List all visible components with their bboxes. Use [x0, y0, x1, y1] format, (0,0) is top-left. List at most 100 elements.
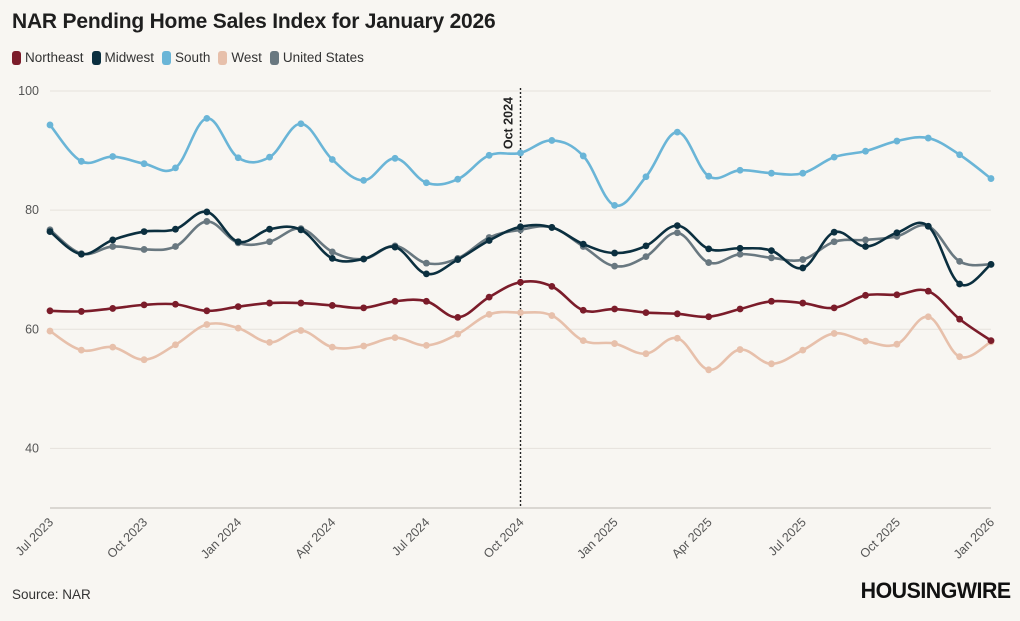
data-point-south [987, 175, 995, 182]
x-tick-label: Jul 2024 [389, 515, 432, 558]
chart-title: NAR Pending Home Sales Index for January… [12, 10, 496, 33]
data-point-west [360, 342, 368, 350]
data-point-midwest [579, 240, 587, 248]
data-point-northeast [77, 308, 85, 315]
data-point-midwest [862, 243, 869, 250]
data-point-united-states [736, 250, 744, 258]
data-point-united-states [705, 259, 713, 266]
data-point-midwest [203, 208, 211, 216]
reference-line-label: Oct 2024 [502, 97, 516, 149]
legend-item-west: West [218, 50, 262, 65]
data-point-northeast [705, 313, 713, 321]
data-point-west [454, 330, 462, 338]
series-midwest [46, 208, 995, 288]
data-point-united-states [956, 257, 964, 265]
data-point-united-states [203, 218, 211, 225]
x-tick-label: Jan 2026 [951, 515, 997, 561]
data-point-west [956, 353, 964, 361]
x-tick-label: Oct 2025 [857, 515, 903, 561]
data-point-south [862, 147, 869, 155]
x-tick-label: Jan 2024 [198, 515, 244, 561]
data-point-united-states [611, 262, 618, 270]
data-point-south [673, 128, 681, 136]
data-point-midwest [956, 280, 964, 288]
housingwire-logo: HOUSINGWIRE [861, 578, 1011, 603]
data-point-midwest [705, 245, 713, 253]
data-point-united-states [423, 259, 430, 267]
data-point-south [485, 151, 493, 159]
data-point-south [360, 176, 368, 184]
data-point-midwest [924, 222, 932, 230]
legend-label: Northeast [25, 50, 84, 65]
x-tick-label: Jul 2023 [13, 515, 56, 558]
data-point-united-states [140, 246, 148, 253]
data-point-northeast [830, 304, 838, 312]
data-point-midwest [423, 270, 430, 278]
data-point-south [893, 137, 901, 145]
data-point-midwest [454, 256, 462, 263]
data-point-united-states [172, 243, 179, 250]
data-point-northeast [46, 307, 54, 315]
data-point-west [830, 330, 838, 337]
data-point-midwest [517, 223, 524, 231]
data-point-west [234, 324, 242, 332]
data-point-south [234, 154, 242, 162]
data-point-west [77, 346, 85, 354]
data-point-west [611, 340, 618, 347]
data-point-midwest [799, 264, 807, 272]
data-point-midwest [360, 255, 368, 263]
data-point-south [172, 164, 179, 172]
y-tick-label: 100 [18, 84, 39, 98]
data-point-northeast [862, 291, 869, 299]
legend-label: South [175, 50, 211, 65]
data-point-west [140, 356, 148, 364]
data-point-northeast [987, 337, 995, 345]
data-point-northeast [548, 282, 556, 290]
data-point-south [77, 157, 85, 165]
x-tick-label: Jan 2025 [574, 515, 620, 561]
data-point-northeast [391, 297, 399, 305]
data-point-united-states [862, 236, 869, 244]
data-point-west [46, 327, 54, 335]
data-point-west [517, 309, 524, 317]
legend: Northeast Midwest South West United States [12, 50, 364, 65]
data-point-south [203, 115, 211, 122]
data-point-west [266, 338, 273, 346]
data-point-united-states [830, 238, 838, 246]
data-point-south [517, 149, 524, 157]
series-south [46, 115, 995, 209]
data-point-midwest [768, 247, 775, 255]
data-point-united-states [642, 253, 650, 261]
y-tick-label: 40 [25, 441, 39, 455]
data-point-south [799, 169, 807, 177]
data-point-midwest [391, 243, 399, 251]
data-point-northeast [266, 299, 273, 307]
data-point-south [391, 154, 399, 162]
series-northeast [46, 278, 995, 345]
legend-swatch [218, 50, 228, 65]
data-point-northeast [328, 302, 336, 309]
legend-item-united-states: United States [269, 50, 364, 65]
data-point-west [924, 313, 932, 321]
data-point-midwest [673, 222, 681, 230]
data-point-midwest [830, 228, 838, 236]
data-point-west [736, 346, 744, 353]
data-point-south [956, 151, 964, 159]
data-point-west [172, 341, 179, 349]
data-point-northeast [172, 300, 179, 308]
data-point-northeast [109, 305, 117, 312]
data-point-south [454, 175, 462, 183]
x-tick-label: Apr 2025 [669, 515, 715, 561]
data-point-midwest [611, 249, 618, 257]
data-point-midwest [548, 224, 556, 231]
data-point-northeast [956, 315, 964, 323]
data-point-midwest [893, 229, 901, 237]
legend-label: Midwest [104, 50, 155, 65]
data-point-south [705, 172, 713, 180]
legend-swatch [269, 50, 279, 65]
data-point-united-states [109, 243, 117, 250]
data-point-west [768, 360, 775, 368]
data-point-midwest [987, 260, 995, 268]
x-tick-label: Apr 2024 [293, 515, 339, 561]
data-point-united-states [328, 248, 336, 256]
